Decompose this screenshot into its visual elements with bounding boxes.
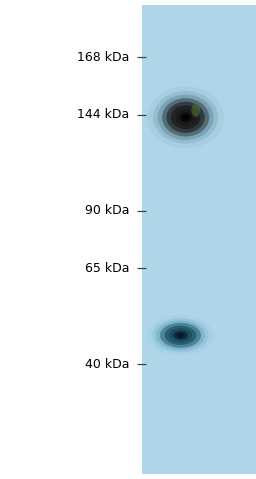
- Text: 144 kDa: 144 kDa: [77, 108, 129, 122]
- Ellipse shape: [153, 91, 218, 144]
- Ellipse shape: [173, 331, 188, 340]
- Ellipse shape: [162, 98, 209, 137]
- Text: 65 kDa: 65 kDa: [85, 262, 129, 275]
- Ellipse shape: [166, 102, 205, 133]
- Ellipse shape: [160, 323, 201, 348]
- Ellipse shape: [180, 113, 191, 122]
- Ellipse shape: [183, 115, 188, 120]
- Text: 168 kDa: 168 kDa: [77, 51, 129, 64]
- Ellipse shape: [177, 333, 184, 338]
- Ellipse shape: [156, 320, 205, 350]
- Ellipse shape: [158, 95, 214, 140]
- FancyBboxPatch shape: [142, 5, 256, 474]
- Text: 40 kDa: 40 kDa: [85, 357, 129, 371]
- Ellipse shape: [171, 105, 200, 129]
- Ellipse shape: [147, 315, 214, 355]
- Ellipse shape: [175, 109, 196, 126]
- Ellipse shape: [169, 328, 192, 342]
- Ellipse shape: [165, 326, 196, 345]
- Text: 90 kDa: 90 kDa: [85, 204, 129, 217]
- Ellipse shape: [147, 86, 224, 148]
- Ellipse shape: [152, 318, 209, 353]
- Ellipse shape: [191, 103, 200, 117]
